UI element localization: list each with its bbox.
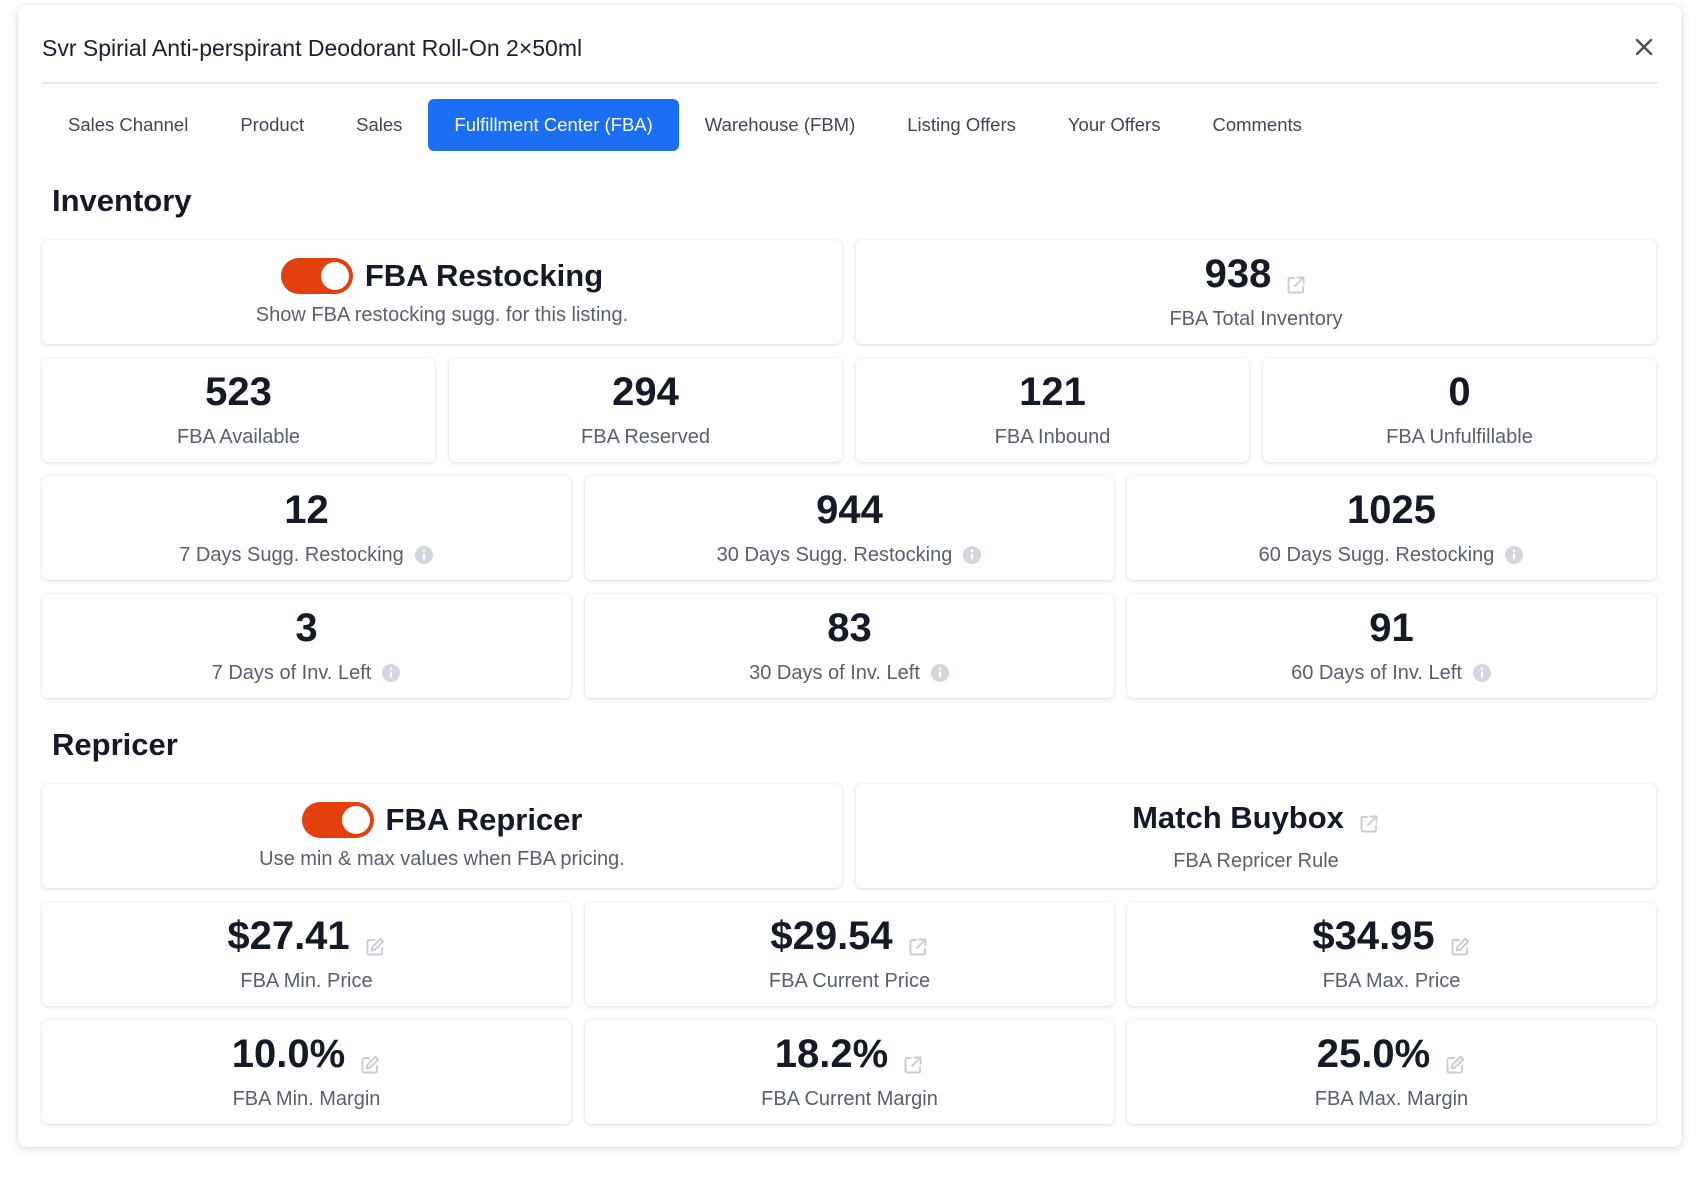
inv-left-7-card: 3 7 Days of Inv. Left [42, 594, 571, 698]
fba-restocking-card: FBA Restocking Show FBA restocking sugg.… [42, 240, 842, 344]
sugg-restocking-60-label: 60 Days Sugg. Restocking [1258, 543, 1495, 566]
fba-current-margin-value: 18.2% [774, 1031, 889, 1076]
fba-max-margin-card: 25.0% FBA Max. Margin [1127, 1020, 1656, 1124]
inv-left-60-value: 91 [1369, 605, 1414, 650]
sugg-restocking-7-value: 12 [284, 487, 329, 532]
fba-repricer-subtitle: Use min & max values when FBA pricing. [259, 847, 625, 870]
inv-left-60-card: 91 60 Days of Inv. Left [1127, 594, 1656, 698]
inv-left-30-card: 83 30 Days of Inv. Left [585, 594, 1114, 698]
fba-current-price-label: FBA Current Price [768, 969, 931, 992]
sugg-restocking-30-card: 944 30 Days Sugg. Restocking [585, 476, 1114, 580]
sugg-restocking-30-label: 30 Days Sugg. Restocking [716, 543, 953, 566]
fba-inbound-value: 121 [1019, 369, 1086, 414]
product-modal: Svr Spirial Anti-perspirant Deodorant Ro… [18, 5, 1682, 1147]
external-link-icon[interactable] [1358, 807, 1380, 832]
repricer-section-title: Repricer [52, 727, 178, 762]
fba-min-price-value: $27.41 [227, 913, 350, 958]
fba-total-inventory-card: 938 FBA Total Inventory [856, 240, 1656, 344]
sugg-restocking-7-label: 7 Days Sugg. Restocking [179, 543, 404, 566]
tab-product[interactable]: Product [240, 114, 305, 135]
tab-listing-offers[interactable]: Listing Offers [907, 114, 1016, 135]
fba-total-inventory-value: 938 [1204, 251, 1272, 296]
inv-left-60-label: 60 Days of Inv. Left [1291, 661, 1462, 684]
fba-min-margin-value: 10.0% [231, 1031, 346, 1076]
external-link-icon[interactable] [902, 1043, 924, 1073]
inv-left-30-value: 83 [827, 605, 872, 650]
edit-icon[interactable] [359, 1043, 381, 1073]
close-icon[interactable] [1630, 33, 1658, 61]
fba-max-price-value: $34.95 [1312, 913, 1435, 958]
repricer-rule-card: Match Buybox FBA Repricer Rule [856, 784, 1656, 888]
fba-min-price-card: $27.41 FBA Min. Price [42, 902, 571, 1006]
info-icon[interactable] [1472, 663, 1492, 683]
fba-reserved-card: 294 FBA Reserved [449, 358, 842, 462]
fba-max-price-label: FBA Max. Price [1322, 969, 1461, 992]
fba-current-price-card: $29.54 FBA Current Price [585, 902, 1114, 1006]
info-icon[interactable] [1504, 545, 1524, 565]
fba-min-margin-card: 10.0% FBA Min. Margin [42, 1020, 571, 1124]
info-icon[interactable] [414, 545, 434, 565]
fba-inbound-card: 121 FBA Inbound [856, 358, 1249, 462]
fba-inbound-label: FBA Inbound [994, 425, 1111, 448]
fba-min-price-label: FBA Min. Price [240, 969, 373, 992]
edit-icon[interactable] [364, 925, 386, 955]
modal-header: Svr Spirial Anti-perspirant Deodorant Ro… [42, 5, 1658, 84]
repricer-rule-value: Match Buybox [1132, 799, 1344, 835]
fba-repricer-toggle[interactable] [301, 801, 374, 838]
fba-repricer-title: FBA Repricer [385, 801, 583, 837]
fba-current-margin-label: FBA Current Margin [761, 1087, 938, 1110]
fba-unfulfillable-card: 0 FBA Unfulfillable [1263, 358, 1656, 462]
sugg-restocking-60-card: 1025 60 Days Sugg. Restocking [1127, 476, 1656, 580]
tab-your-offers[interactable]: Your Offers [1067, 114, 1161, 135]
inventory-section-title: Inventory [52, 183, 192, 218]
info-icon[interactable] [962, 545, 982, 565]
fba-max-margin-label: FBA Max. Margin [1314, 1087, 1469, 1110]
tab-bar: Sales Channel Product Sales Fulfillment … [42, 99, 1328, 151]
fba-restocking-subtitle: Show FBA restocking sugg. for this listi… [255, 303, 629, 326]
fba-available-value: 523 [205, 369, 272, 414]
tab-sales[interactable]: Sales [356, 114, 403, 135]
fba-min-margin-label: FBA Min. Margin [232, 1087, 381, 1110]
fba-max-price-card: $34.95 FBA Max. Price [1127, 902, 1656, 1006]
fba-restocking-title: FBA Restocking [364, 257, 604, 293]
external-link-icon[interactable] [907, 925, 929, 955]
external-link-icon[interactable] [1285, 263, 1307, 293]
fba-current-price-value: $29.54 [770, 913, 893, 958]
inv-left-7-value: 3 [295, 605, 318, 650]
info-icon[interactable] [381, 663, 401, 683]
modal-title: Svr Spirial Anti-perspirant Deodorant Ro… [42, 35, 583, 61]
sugg-restocking-30-value: 944 [816, 487, 883, 532]
fba-unfulfillable-label: FBA Unfulfillable [1386, 425, 1533, 448]
edit-icon[interactable] [1444, 1043, 1466, 1073]
tab-sales-channel[interactable]: Sales Channel [68, 114, 189, 135]
info-icon[interactable] [930, 663, 950, 683]
fba-total-inventory-label: FBA Total Inventory [1169, 307, 1343, 330]
inv-left-7-label: 7 Days of Inv. Left [211, 661, 372, 684]
fba-available-label: FBA Available [176, 425, 301, 448]
fba-max-margin-value: 25.0% [1316, 1031, 1431, 1076]
sugg-restocking-7-card: 12 7 Days Sugg. Restocking [42, 476, 571, 580]
fba-available-card: 523 FBA Available [42, 358, 435, 462]
edit-icon[interactable] [1449, 925, 1471, 955]
tab-warehouse[interactable]: Warehouse (FBM) [704, 114, 856, 135]
tab-comments[interactable]: Comments [1212, 114, 1302, 135]
tab-fulfillment-center[interactable]: Fulfillment Center (FBA) [428, 99, 679, 151]
repricer-rule-label: FBA Repricer Rule [1173, 849, 1339, 872]
fba-reserved-value: 294 [612, 369, 679, 414]
fba-current-margin-card: 18.2% FBA Current Margin [585, 1020, 1114, 1124]
fba-reserved-label: FBA Reserved [581, 425, 710, 448]
fba-unfulfillable-value: 0 [1448, 369, 1471, 414]
sugg-restocking-60-value: 1025 [1347, 487, 1436, 532]
fba-repricer-card: FBA Repricer Use min & max values when F… [42, 784, 842, 888]
inv-left-30-label: 30 Days of Inv. Left [749, 661, 920, 684]
fba-restocking-toggle[interactable] [280, 257, 353, 294]
